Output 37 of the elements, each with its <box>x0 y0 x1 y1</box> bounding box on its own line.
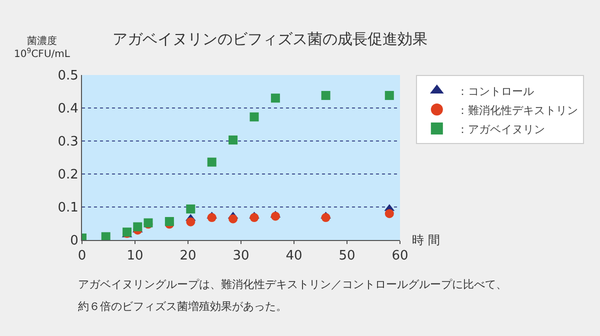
legend-label: ：アガベイヌリン <box>456 122 545 136</box>
point <box>101 232 110 240</box>
x-tick-label: 60 <box>392 248 408 264</box>
point <box>384 90 394 100</box>
point <box>321 90 330 100</box>
text: 約６倍のビフィズス菌増殖効果があった。 <box>78 300 287 313</box>
x-tick-label: 50 <box>338 248 356 264</box>
y-tick-label: 0 <box>70 234 78 249</box>
legend-label: ：難消化性デキストリン <box>456 104 578 117</box>
x-tick-label: 30 <box>232 248 250 264</box>
point <box>228 214 238 224</box>
y-axis-title: 菌濃度 10$^{9}$CFU/mL <box>14 35 70 60</box>
point <box>250 213 259 222</box>
legend-label: ：コントロール <box>456 84 534 98</box>
x-tick-label: 20 <box>180 248 196 264</box>
point <box>321 213 330 222</box>
point <box>228 136 238 145</box>
chart-title: アガベイヌリンのビフィズス菌の成長促進効果 <box>112 30 428 48</box>
point <box>207 213 216 222</box>
x-tick-label: 10 <box>126 248 144 264</box>
point <box>270 94 280 103</box>
point <box>270 212 280 221</box>
x-axis-title: 時 間 <box>412 233 440 247</box>
y-tick-label: 0.2 <box>58 168 78 183</box>
point <box>250 112 259 122</box>
point <box>207 158 216 167</box>
point <box>133 222 142 232</box>
point <box>186 217 196 226</box>
text: アガベイヌリングループは、難消化性デキストリン／コントロールグループに比べて、 <box>78 278 507 291</box>
y-tick-label: 0.4 <box>58 102 78 117</box>
x-tick-label: 40 <box>286 248 302 264</box>
y-tick-label: 0.5 <box>58 68 78 84</box>
y-tick-label: 0.3 <box>58 134 78 150</box>
point <box>186 204 196 214</box>
point <box>384 209 394 218</box>
y-tick-label: 0.1 <box>58 200 78 216</box>
point <box>164 217 174 226</box>
